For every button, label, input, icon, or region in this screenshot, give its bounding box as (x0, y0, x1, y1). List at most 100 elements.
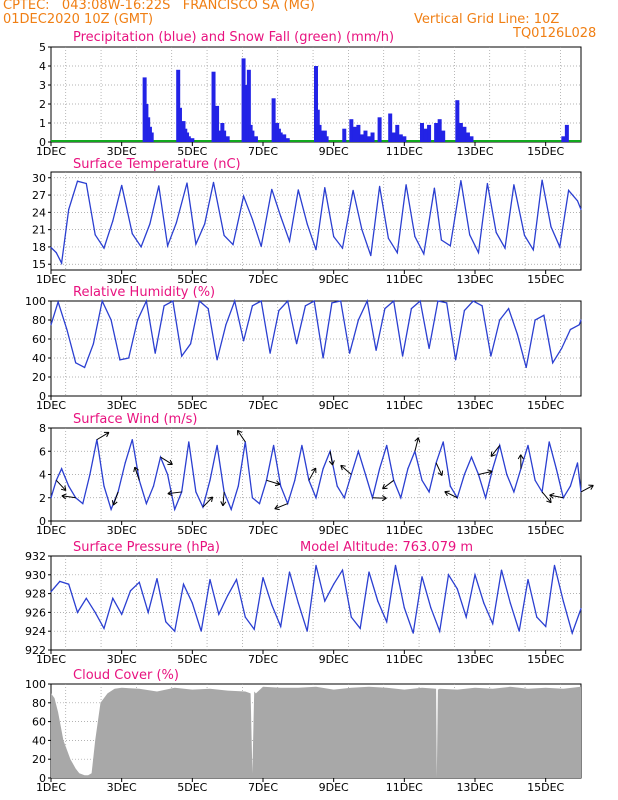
data-point (181, 355, 183, 357)
data-point (516, 333, 519, 335)
data-point (50, 591, 52, 593)
data-point (421, 576, 423, 578)
x-tick-label: 11DEC (386, 524, 423, 537)
data-point (195, 243, 197, 245)
data-point (175, 222, 177, 224)
y-tick-label: 21 (32, 224, 46, 237)
y-tick-label: 0 (39, 390, 46, 403)
data-point (225, 324, 227, 326)
data-point (124, 462, 126, 464)
y-tick-label: 5 (39, 41, 46, 54)
data-point (571, 632, 573, 634)
data-point (103, 247, 105, 249)
data-point (437, 300, 439, 302)
x-tick-label: 15DEC (527, 399, 564, 412)
y-tick-label: 1 (39, 117, 46, 130)
data-point (204, 223, 206, 225)
data-point (207, 308, 209, 310)
data-point (322, 468, 324, 470)
data-point (486, 182, 488, 185)
wind-arrow-head (414, 437, 421, 443)
precip-bar (243, 85, 248, 142)
wind-arrow-head (111, 500, 118, 506)
data-point (188, 441, 190, 443)
wind-arrow (237, 430, 246, 443)
data-point (294, 479, 296, 481)
data-point (340, 300, 342, 302)
panel-6: 0 20 40 60 80 100 1DEC 3DEC 5DEC 7DEC 9DEC 11DEC 13D… (25, 668, 582, 794)
data-point (534, 479, 536, 481)
wind-arrow-head (549, 492, 555, 499)
data-point (288, 240, 291, 242)
x-tick-label: 11DEC (386, 145, 423, 158)
x-tick-label: 15DEC (527, 781, 564, 794)
wind-arrow (134, 466, 140, 481)
data-point (492, 623, 494, 625)
wind-arrow (340, 464, 352, 475)
wind-arrow-head (103, 431, 110, 438)
data-point (449, 245, 451, 247)
precip-bar (465, 132, 470, 142)
x-tick-label: 3DEC (107, 524, 137, 537)
data-point (145, 300, 147, 302)
data-point (296, 343, 298, 345)
x-tick-label: 9DEC (319, 145, 349, 158)
data-point (235, 578, 238, 581)
precip-bar (359, 134, 364, 142)
data-point (315, 249, 317, 251)
y-tick-label: 924 (25, 625, 46, 638)
data-point (580, 608, 582, 610)
x-tick-label: 13DEC (456, 273, 493, 286)
data-point (85, 182, 87, 185)
data-point (84, 366, 86, 369)
data-point (366, 300, 368, 302)
precip-bar (420, 123, 424, 142)
data-point (216, 359, 218, 361)
y-tick-label: 15 (32, 258, 46, 271)
data-point (137, 319, 139, 321)
y-tick-label: 922 (25, 644, 46, 657)
precip-bar (190, 138, 195, 142)
data-point (280, 625, 282, 628)
data-point (191, 602, 193, 604)
precip-bar (342, 128, 347, 142)
wind-arrow (308, 467, 317, 481)
wind-arrow (55, 479, 67, 491)
wind-arrow-head (274, 504, 280, 511)
data-point (548, 441, 550, 443)
data-point (456, 588, 458, 590)
wind-arrow (541, 491, 552, 503)
x-tick-label: 3DEC (107, 781, 137, 794)
data-point (545, 625, 547, 628)
data-point (149, 223, 151, 225)
y-tick-label: 40 (32, 734, 46, 747)
data-point (112, 220, 114, 222)
panel-title: Cloud Cover (%) (73, 668, 179, 683)
data-point (460, 180, 462, 182)
wind-arrow-head (237, 429, 243, 436)
x-tick-label: 5DEC (177, 653, 207, 666)
data-point (163, 305, 165, 307)
run-datetime: 01DEC2020 10Z (GMT) (3, 12, 154, 27)
panel-title: Surface Pressure (hPa) (73, 540, 220, 555)
precip-bar (370, 132, 375, 142)
data-point (260, 245, 262, 247)
x-tick-label: 7DEC (248, 273, 278, 286)
data-point (410, 308, 412, 310)
data-point (370, 255, 372, 257)
wind-arrow (580, 484, 594, 493)
data-point (341, 247, 344, 249)
data-point (419, 300, 421, 302)
wind-arrow-head (61, 493, 67, 500)
data-point (258, 503, 261, 505)
data-point (405, 184, 407, 186)
data-point (147, 611, 149, 614)
wind-arrow-head (311, 467, 317, 474)
precip-bar (462, 126, 467, 142)
data-point (402, 355, 404, 357)
data-point (343, 497, 345, 499)
precip-bar (314, 66, 318, 142)
data-point (465, 616, 467, 618)
data-point (532, 249, 534, 251)
x-tick-label: 1DEC (36, 781, 66, 794)
